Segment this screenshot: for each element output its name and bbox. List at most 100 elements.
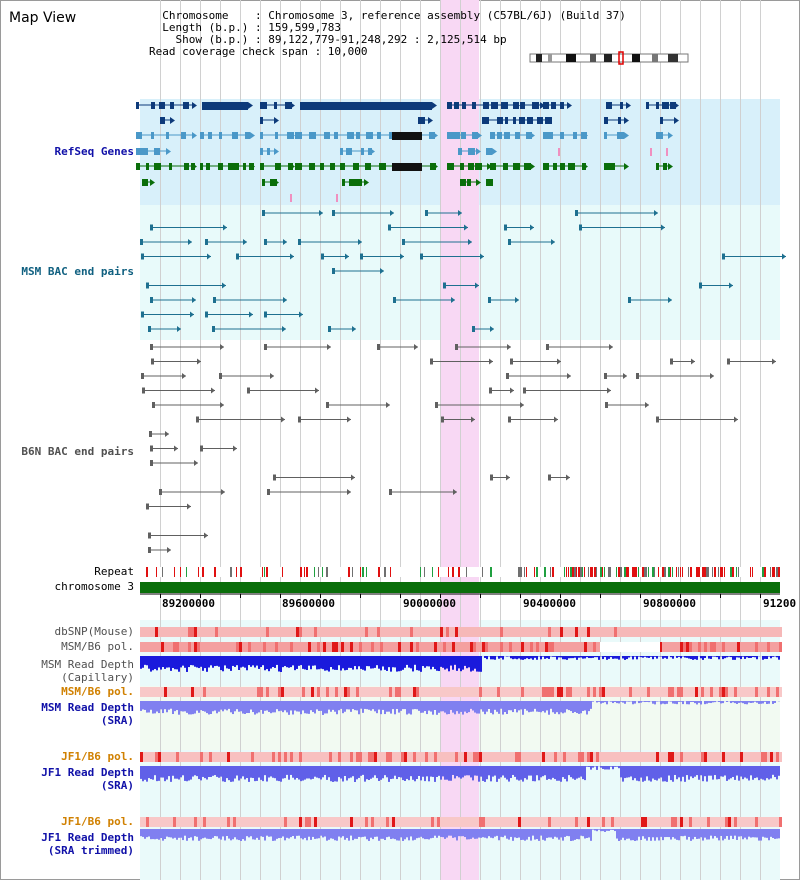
track-label-chromosome[interactable]: chromosome 3 (54, 580, 134, 593)
track-label-jf1-b6-pol-2[interactable]: JF1/B6 pol. (61, 815, 134, 828)
msm-depth-sra-bar (436, 701, 438, 715)
jf1-depth-trim-bar (552, 829, 554, 839)
msm-b6-pol-sra-heat-cell (521, 687, 524, 697)
track-label-dbsnp[interactable]: dbSNP(Mouse) (54, 625, 134, 638)
jf1-depth-trim-bar (488, 829, 490, 837)
msm-b6-pol-sra-heat-cell (269, 687, 272, 697)
track-label-refseq[interactable]: RefSeq Genes (54, 145, 134, 158)
msm-depth-sra-bar (406, 701, 408, 715)
track-label-jf1-depth-trim[interactable]: JF1 Read Depth (SRA trimmed) (41, 831, 134, 857)
jf1-b6-pol-heat-cell (704, 752, 707, 762)
msm-b6-pol-sra-heat-cell (455, 687, 458, 697)
msm-b6-pol-sra-heat-cell (443, 687, 446, 697)
jf1-depth-trim-bar (222, 829, 224, 837)
jf1-depth-trim-bar (556, 829, 558, 838)
msm-depth-capillary-bar (170, 656, 172, 671)
jf1-depth-sra-line-2: (SRA) (100, 779, 134, 792)
jf1-depth-sra-bar (772, 766, 774, 775)
jf1-depth-trim-bar (602, 829, 604, 832)
track-label-msm-bac[interactable]: MSM BAC end pairs (21, 265, 134, 278)
msm-b6-pol-heat-cell (284, 642, 287, 652)
dbsnp-heat-cell (644, 627, 647, 637)
jf1-b6-pol-heat-cell (746, 752, 749, 762)
dbsnp-heat-cell (419, 627, 422, 637)
jf1-b6-pol-trim-heat-cell (308, 817, 311, 827)
b6n-bac-end (326, 402, 329, 408)
jf1-b6-pol-heat-cell (242, 752, 245, 762)
msm-depth-capillary-bar (178, 656, 180, 672)
jf1-depth-sra-bar (532, 766, 534, 782)
msm-bac-end (668, 297, 672, 303)
msm-b6-pol-sra-heat-cell (431, 687, 434, 697)
refseq-row-5-exon (330, 163, 335, 170)
msm-depth-capillary-bar (154, 656, 156, 670)
msm-b6-pol-heat-cell (275, 642, 278, 652)
msm-depth-sra-bar (278, 701, 280, 712)
msm-b6-pol-sra-heat-cell (536, 687, 539, 697)
jf1-depth-trim-bar (280, 829, 282, 838)
jf1-depth-sra-bar (254, 766, 256, 782)
repeat-mark (732, 567, 734, 577)
ideogram-band (632, 54, 640, 62)
jf1-b6-pol-trim-heat-cell (497, 817, 500, 827)
msm-b6-pol-sra-heat-cell (728, 687, 731, 697)
msm-depth-capillary-bar (308, 656, 310, 666)
refseq-row-5-exon (663, 163, 667, 170)
msm-b6-pol-sra-heat-cell (368, 687, 371, 697)
msm-depth-sra-bar (350, 701, 352, 712)
track-label-jf1-b6-pol-1[interactable]: JF1/B6 pol. (61, 750, 134, 763)
b6n-bac-end (506, 474, 510, 481)
jf1-b6-pol-trim-heat-cell (596, 817, 599, 827)
msm-b6-pol-heat-cell (221, 642, 224, 652)
chromosome-info: Chromosome : Chromosome 3, reference ass… (149, 10, 626, 58)
jf1-b6-pol-trim-heat-cell (572, 817, 575, 827)
msm-depth-sra-bar (388, 701, 390, 712)
b6n-bac-end (141, 373, 144, 379)
repeat-mark (610, 567, 611, 577)
jf1-b6-pol-trim-heat-cell (494, 817, 497, 827)
track-label-msm-depth-sra[interactable]: MSM Read Depth (SRA) (41, 701, 134, 727)
msm-b6-pol-sra-heat-cell (425, 687, 428, 697)
dbsnp-heat-cell (320, 627, 323, 637)
jf1-b6-pol-heat-cell (218, 752, 221, 762)
msm-depth-capillary-bar (544, 656, 546, 659)
msm-b6-pol-heat-cell (197, 642, 200, 652)
msm-b6-pol-sra-heat-cell (224, 687, 227, 697)
msm-depth-capillary-bar (742, 656, 744, 657)
msm-bac-end (393, 297, 396, 303)
msm-b6-pol-heat-cell (272, 642, 275, 652)
msm-b6-pol-sra-heat-cell (194, 687, 197, 697)
track-label-jf1-depth-sra[interactable]: JF1 Read Depth (SRA) (41, 766, 134, 792)
msm-b6-pol-sra-heat-cell (149, 687, 152, 697)
track-label-msm-depth-cap[interactable]: MSM Read Depth (Capillary) (41, 658, 134, 684)
jf1-b6-pol-heat-cell (632, 752, 635, 762)
jf1-b6-pol-trim-heat-cell (758, 817, 761, 827)
msm-b6-pol-sra-heat-cell (323, 687, 326, 697)
jf1-depth-sra-bar (706, 766, 708, 782)
track-label-msm-b6-pol-1[interactable]: MSM/B6 pol. (61, 640, 134, 653)
jf1-b6-pol-heat-cell (293, 752, 296, 762)
track-label-b6n-bac[interactable]: B6N BAC end pairs (21, 445, 134, 458)
msm-b6-pol-heat-cell (563, 642, 566, 652)
msm-depth-capillary-bar (278, 656, 280, 672)
track-label-msm-b6-pol-2[interactable]: MSM/B6 pol. (61, 685, 134, 698)
b6n-bac-end (377, 344, 380, 350)
msm-depth-capillary-bar (474, 656, 476, 669)
msm-depth-sra-bar (458, 701, 460, 714)
msm-depth-capillary-bar (222, 656, 224, 672)
jf1-depth-trim-bar (376, 829, 378, 837)
jf1-depth-trim-bar (506, 829, 508, 839)
msm-b6-pol-sra-heat-cell (419, 687, 422, 697)
jf1-depth-sra-bar (314, 766, 316, 777)
jf1-b6-pol-trim-heat-cell (557, 817, 560, 827)
msm-depth-sra-bar (540, 701, 542, 713)
jf1-depth-sra-bar (622, 766, 624, 782)
jf1-b6-pol-trim-heat-cell (302, 817, 305, 827)
msm-depth-sra-bar (486, 701, 488, 712)
track-label-repeat[interactable]: Repeat (94, 565, 134, 578)
msm-depth-capillary-bar (364, 656, 366, 671)
axis-tick-label: 89200000 (162, 597, 215, 610)
msm-depth-capillary-bar (492, 656, 494, 660)
jf1-depth-sra-bar (286, 766, 288, 775)
